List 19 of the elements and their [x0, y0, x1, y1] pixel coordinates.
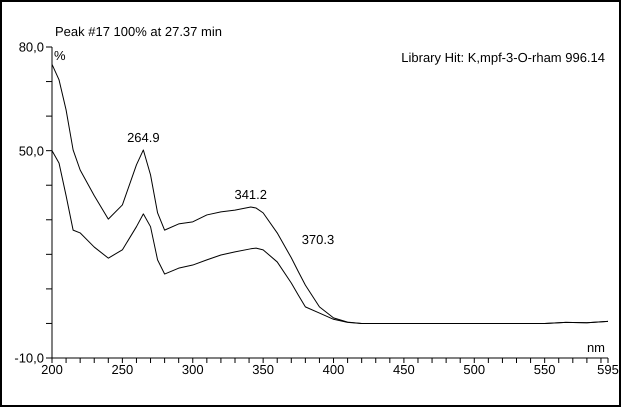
x-tick-label: 250: [112, 362, 134, 378]
x-tick-label: 400: [322, 362, 344, 378]
x-axis-title: nm: [586, 340, 605, 355]
y-tick-label: 50,0: [18, 143, 44, 158]
y-tick-label: -10,0: [14, 350, 44, 366]
annotation: Library Hit: K,mpf-3-O-rham 996.14: [401, 50, 605, 65]
annotation: 264.9: [127, 130, 160, 145]
chart-title: Peak #17 100% at 27.37 min: [55, 24, 222, 39]
x-tick-label: 595: [597, 362, 619, 378]
x-tick-label: 500: [463, 362, 486, 378]
x-tick-label: 450: [393, 362, 415, 378]
annotation: 341.2: [234, 186, 268, 202]
x-tick-label: 350: [252, 362, 274, 378]
y-axis-title: %: [54, 48, 66, 63]
x-tick-label: 550: [534, 362, 556, 378]
x-tick-label: 200: [41, 362, 63, 378]
x-tick-label: 300: [182, 362, 204, 378]
y-tick-label: 80,0: [18, 40, 44, 55]
annotation: 370.3: [302, 232, 334, 247]
